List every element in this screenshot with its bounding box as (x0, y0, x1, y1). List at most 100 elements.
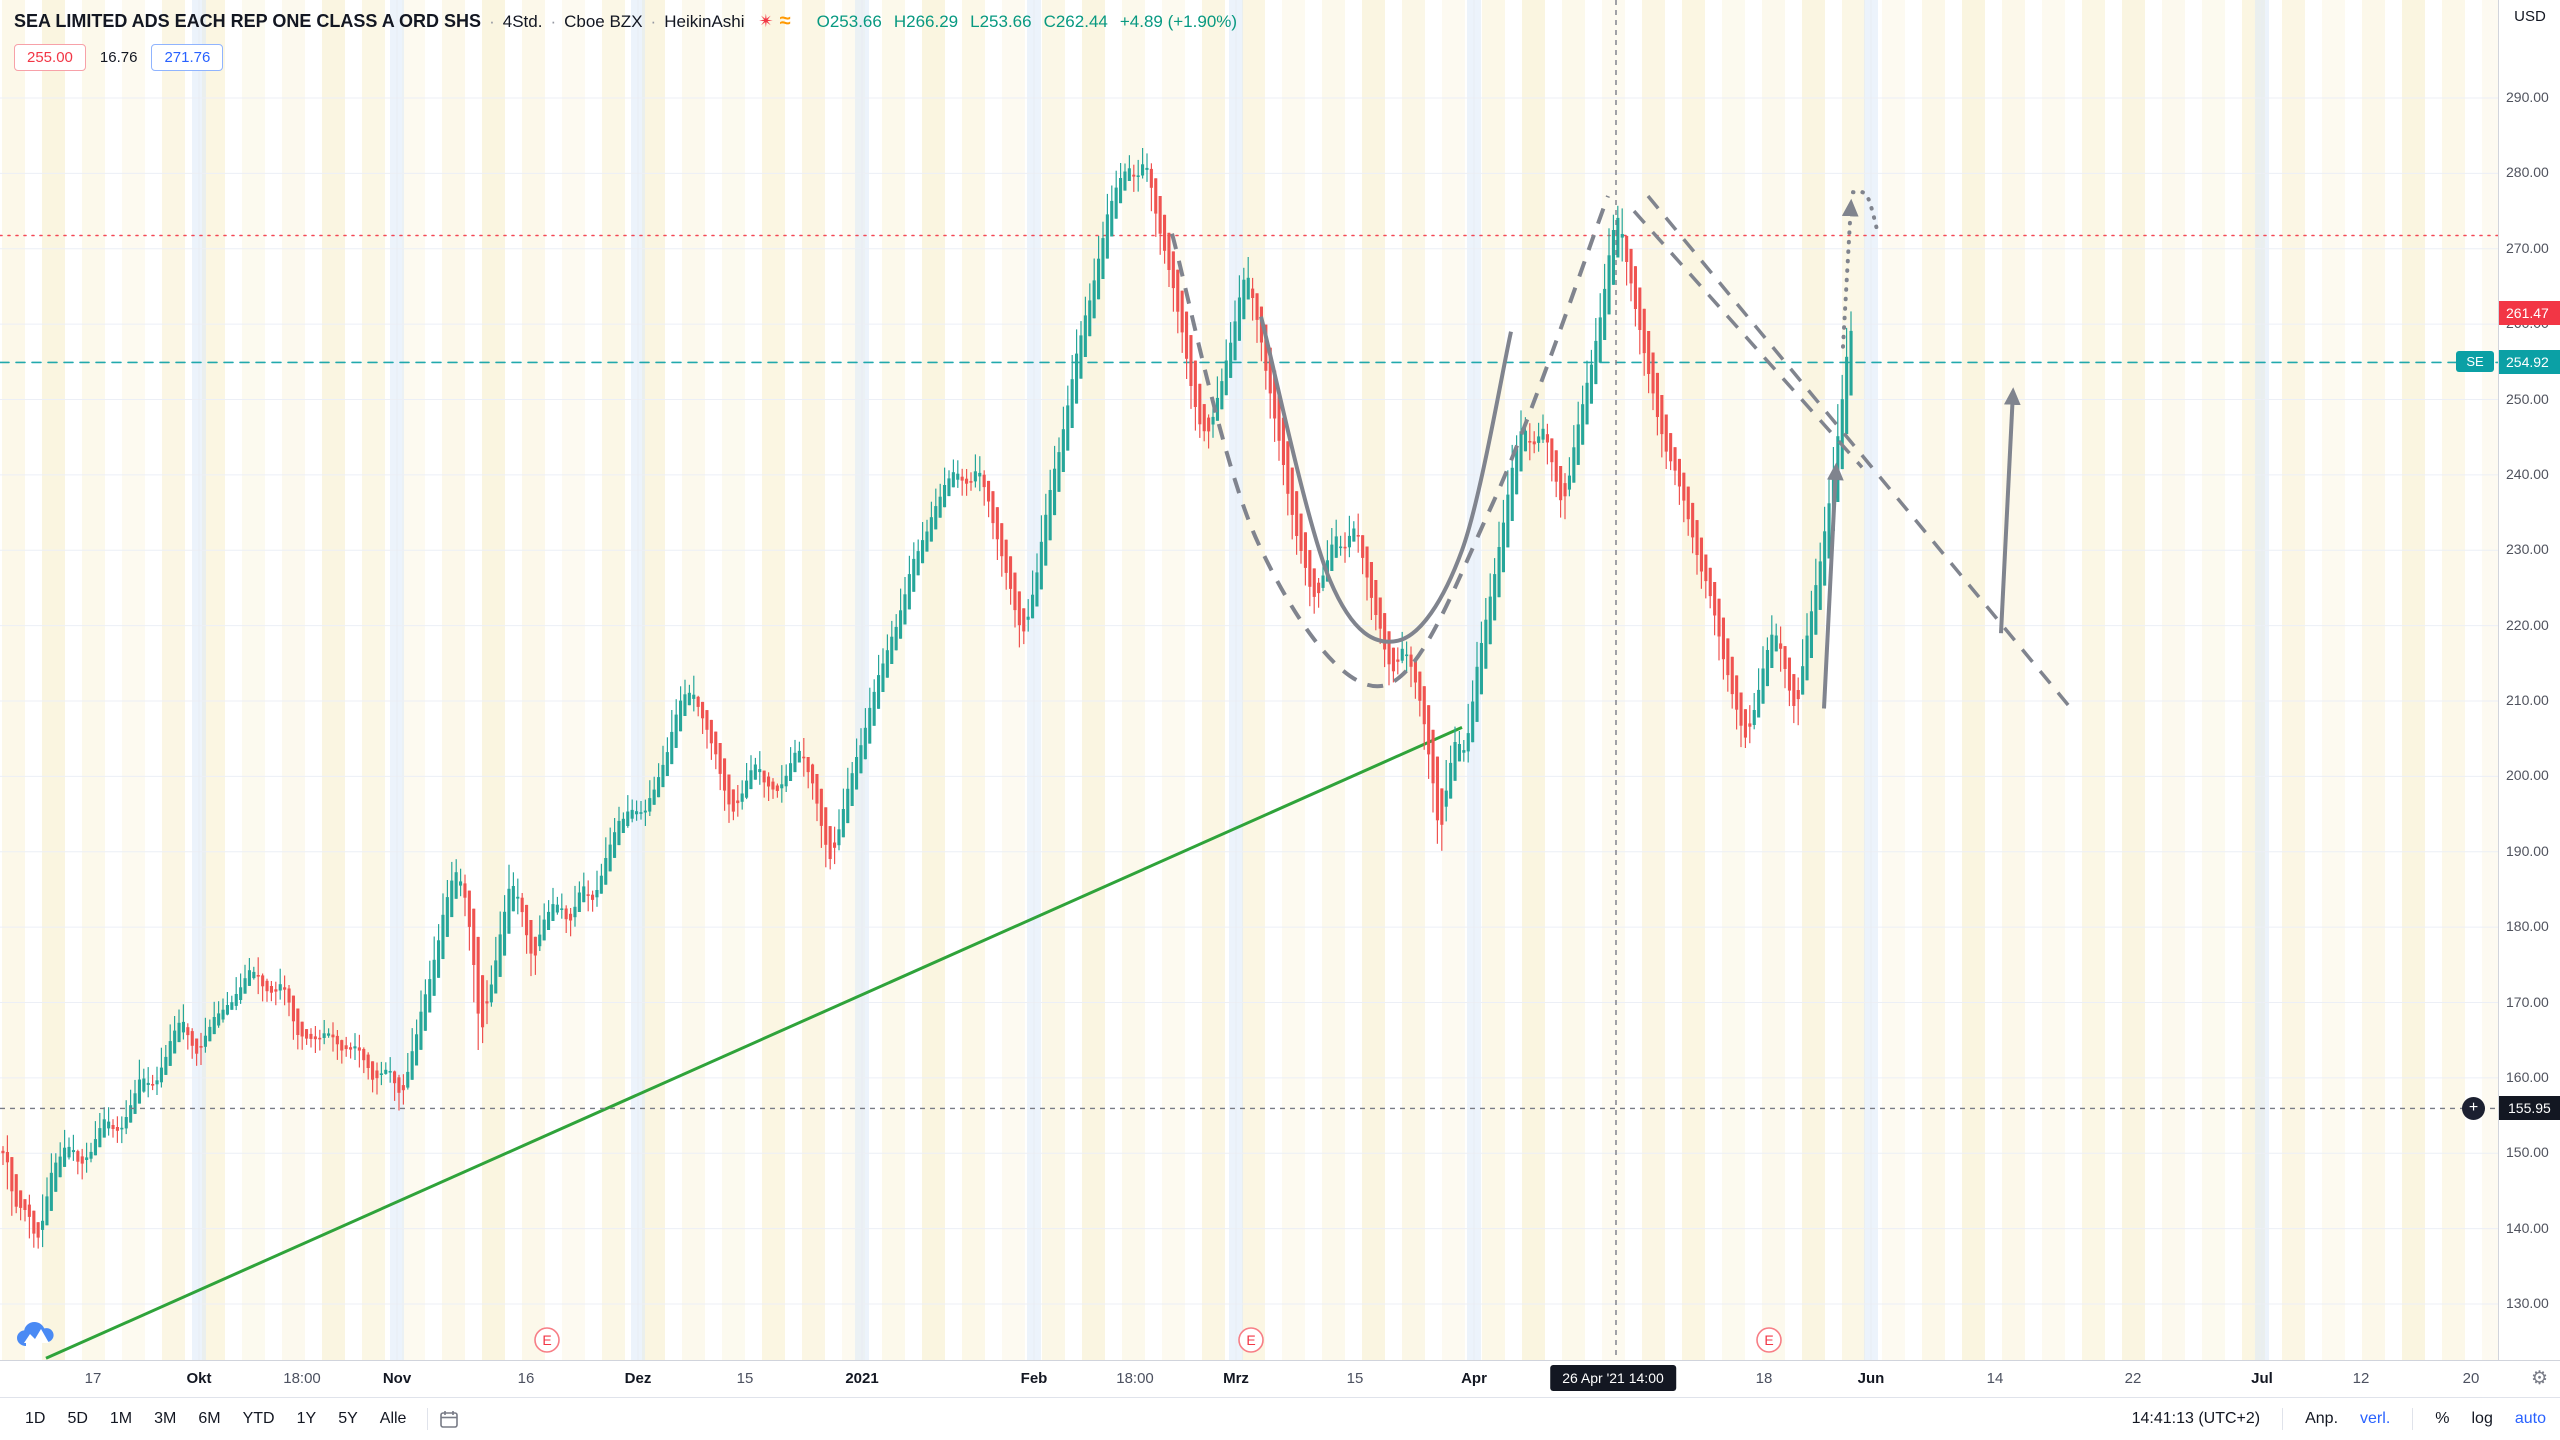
svg-text:E: E (1246, 1332, 1255, 1348)
time-tick-label: Apr (1461, 1370, 1487, 1387)
price-tick-label: 180.00 (2506, 918, 2549, 935)
time-tick-label: Dez (624, 1370, 652, 1387)
date-range-switcher: 1D 5D 1M 3M 6M YTD 1Y 5Y Alle (14, 1406, 460, 1432)
time-tick-label: Jul (2251, 1370, 2273, 1387)
time-axis[interactable]: 17 Okt 18:00 Nov 16 Dez 15 2021 Feb 18:00 Mrz 15 Apr… (0, 1360, 2560, 1397)
currency-label[interactable]: USD (2514, 8, 2546, 25)
earnings-marker[interactable]: E (534, 1327, 560, 1353)
chart-pane[interactable]: E E E SEA LIMITED ADS EACH REP ONE CLASS A… (0, 0, 2498, 1360)
price-tick-label: 240.00 (2506, 465, 2549, 482)
toolbar-toggle-[interactable]: % (2435, 1410, 2450, 1427)
crosshair-time-badge: 26 Apr '21 14:00 (1550, 1365, 1676, 1391)
range-button-alle[interactable]: Alle (379, 1410, 407, 1427)
ohlc-change: +4.89 (+1.90%) (1119, 11, 1238, 31)
legend-separator: · (550, 11, 557, 31)
range-button-5y[interactable]: 5Y (338, 1410, 358, 1427)
time-tick-label: 2021 (845, 1370, 879, 1387)
calendar-icon[interactable] (438, 1408, 460, 1430)
up-arrow-current[interactable] (1822, 462, 1844, 709)
symbol-title[interactable]: SEA LIMITED ADS EACH REP ONE CLASS A ORD… (14, 11, 482, 31)
legend-row-main: SEA LIMITED ADS EACH REP ONE CLASS A ORD… (14, 10, 1237, 33)
range-value: 16.76 (99, 49, 138, 66)
ohlc-close: C262.44 (1043, 11, 1108, 31)
projection-curve-dashed[interactable] (1170, 195, 1610, 689)
exchange-label[interactable]: Cboe BZX (564, 11, 643, 31)
series-price-badge: 254.92 (2499, 350, 2560, 375)
symbol-legend: SEA LIMITED ADS EACH REP ONE CLASS A ORD… (14, 10, 1237, 71)
time-tick-label: 20 (2462, 1370, 2480, 1387)
time-tick-label: 12 (2352, 1370, 2370, 1387)
chart-style-label[interactable]: HeikinAshi (664, 11, 745, 31)
price-tick-label: 290.00 (2506, 89, 2549, 105)
price-tick-label: 130.00 (2506, 1295, 2549, 1311)
spark-icon[interactable]: ✴ (758, 11, 774, 31)
wave-icon[interactable]: ≈ (779, 10, 791, 32)
time-tick-label: Feb (1020, 1370, 1048, 1387)
range-button-6m[interactable]: 6M (198, 1410, 221, 1427)
range-button-1d[interactable]: 1D (25, 1410, 46, 1427)
price-tick-label: 200.00 (2506, 767, 2549, 784)
gear-icon[interactable]: ⚙ (2530, 1368, 2548, 1389)
range-button-1y[interactable]: 1Y (296, 1410, 317, 1427)
price-tick-label: 230.00 (2506, 541, 2549, 558)
ohlc-low: L253.66 (970, 11, 1032, 31)
legend-separator: · (489, 11, 495, 31)
price-tick-label: 270.00 (2506, 239, 2549, 256)
toolbar-toggle-log[interactable]: log (2471, 1410, 2493, 1427)
crosshair-price-badge: 155.95 (2499, 1096, 2560, 1121)
price-tick-label: 220.00 (2506, 616, 2549, 633)
time-tick-label: Okt (186, 1370, 212, 1387)
range-button-5d[interactable]: 5D (67, 1410, 88, 1427)
time-tick-label: 22 (2124, 1370, 2142, 1387)
ohlc-open: O253.66 (816, 11, 882, 31)
toolbar-right-controls: 14:41:13 (UTC+2) Anp. verl.% log auto (2110, 1408, 2546, 1430)
svg-text:E: E (542, 1332, 551, 1348)
clock-display[interactable]: 14:41:13 (UTC+2) (2131, 1410, 2261, 1427)
time-tick-label: 15 (1346, 1370, 1364, 1387)
time-tick-label: Jun (1857, 1370, 1885, 1387)
ohlc-high: H266.29 (893, 11, 959, 31)
trendline[interactable] (45, 726, 1463, 1360)
range-button-3m[interactable]: 3M (154, 1410, 177, 1427)
add-alert-plus-icon[interactable]: + (2462, 1096, 2485, 1120)
series-tag: SE (2456, 351, 2494, 373)
price-tick-label: 280.00 (2506, 164, 2549, 181)
tradingview-logo[interactable] (14, 1314, 56, 1356)
toolbar-toggle-anp[interactable]: Anp. (2305, 1410, 2339, 1427)
projection-dashed-line-short[interactable] (1632, 209, 1864, 469)
last-price-badge: 261.47 (2499, 301, 2560, 326)
earnings-marker[interactable]: E (1238, 1327, 1264, 1353)
toolbar-toggle-verl[interactable]: verl. (2360, 1410, 2391, 1427)
time-tick-label: 18 (1755, 1370, 1773, 1387)
heikin-ashi-candles (1, 148, 1853, 1249)
projection-curve-solid[interactable] (1259, 316, 1513, 644)
time-tick-label: 17 (84, 1370, 102, 1387)
legend-row-values: 255.00 16.76 271.76 (14, 44, 1237, 71)
stop-price-box[interactable]: 255.00 (14, 44, 86, 71)
svg-text:E: E (1764, 1332, 1773, 1348)
toolbar-toggle-auto[interactable]: auto (2514, 1410, 2546, 1427)
price-axis[interactable]: USD 290.00280.00270.00260.00250.00240.00… (2498, 0, 2560, 1360)
time-tick-label: 18:00 (283, 1370, 321, 1387)
range-button-1m[interactable]: 1M (109, 1410, 133, 1427)
earnings-marker[interactable]: E (1756, 1327, 1782, 1353)
time-tick-label: 18:00 (1116, 1370, 1154, 1387)
time-tick-label: 16 (517, 1370, 535, 1387)
time-tick-label: 14 (1986, 1370, 2004, 1387)
toolbar-divider (2282, 1408, 2284, 1430)
toolbar-divider (2412, 1408, 2414, 1430)
interval-label[interactable]: 4Std. (502, 11, 543, 31)
time-tick-label: Nov (382, 1370, 412, 1387)
price-tick-label: 210.00 (2506, 692, 2549, 708)
price-tick-label: 170.00 (2506, 993, 2549, 1010)
price-tick-label: 140.00 (2506, 1219, 2549, 1236)
range-button-ytd[interactable]: YTD (242, 1410, 275, 1427)
price-tick-label: 160.00 (2506, 1068, 2549, 1085)
price-tick-label: 150.00 (2506, 1144, 2549, 1161)
price-tick-label: 250.00 (2506, 390, 2549, 407)
toolbar-divider (427, 1408, 429, 1430)
up-arrow-projected[interactable] (1999, 387, 2021, 634)
target-price-box[interactable]: 271.76 (151, 44, 224, 71)
